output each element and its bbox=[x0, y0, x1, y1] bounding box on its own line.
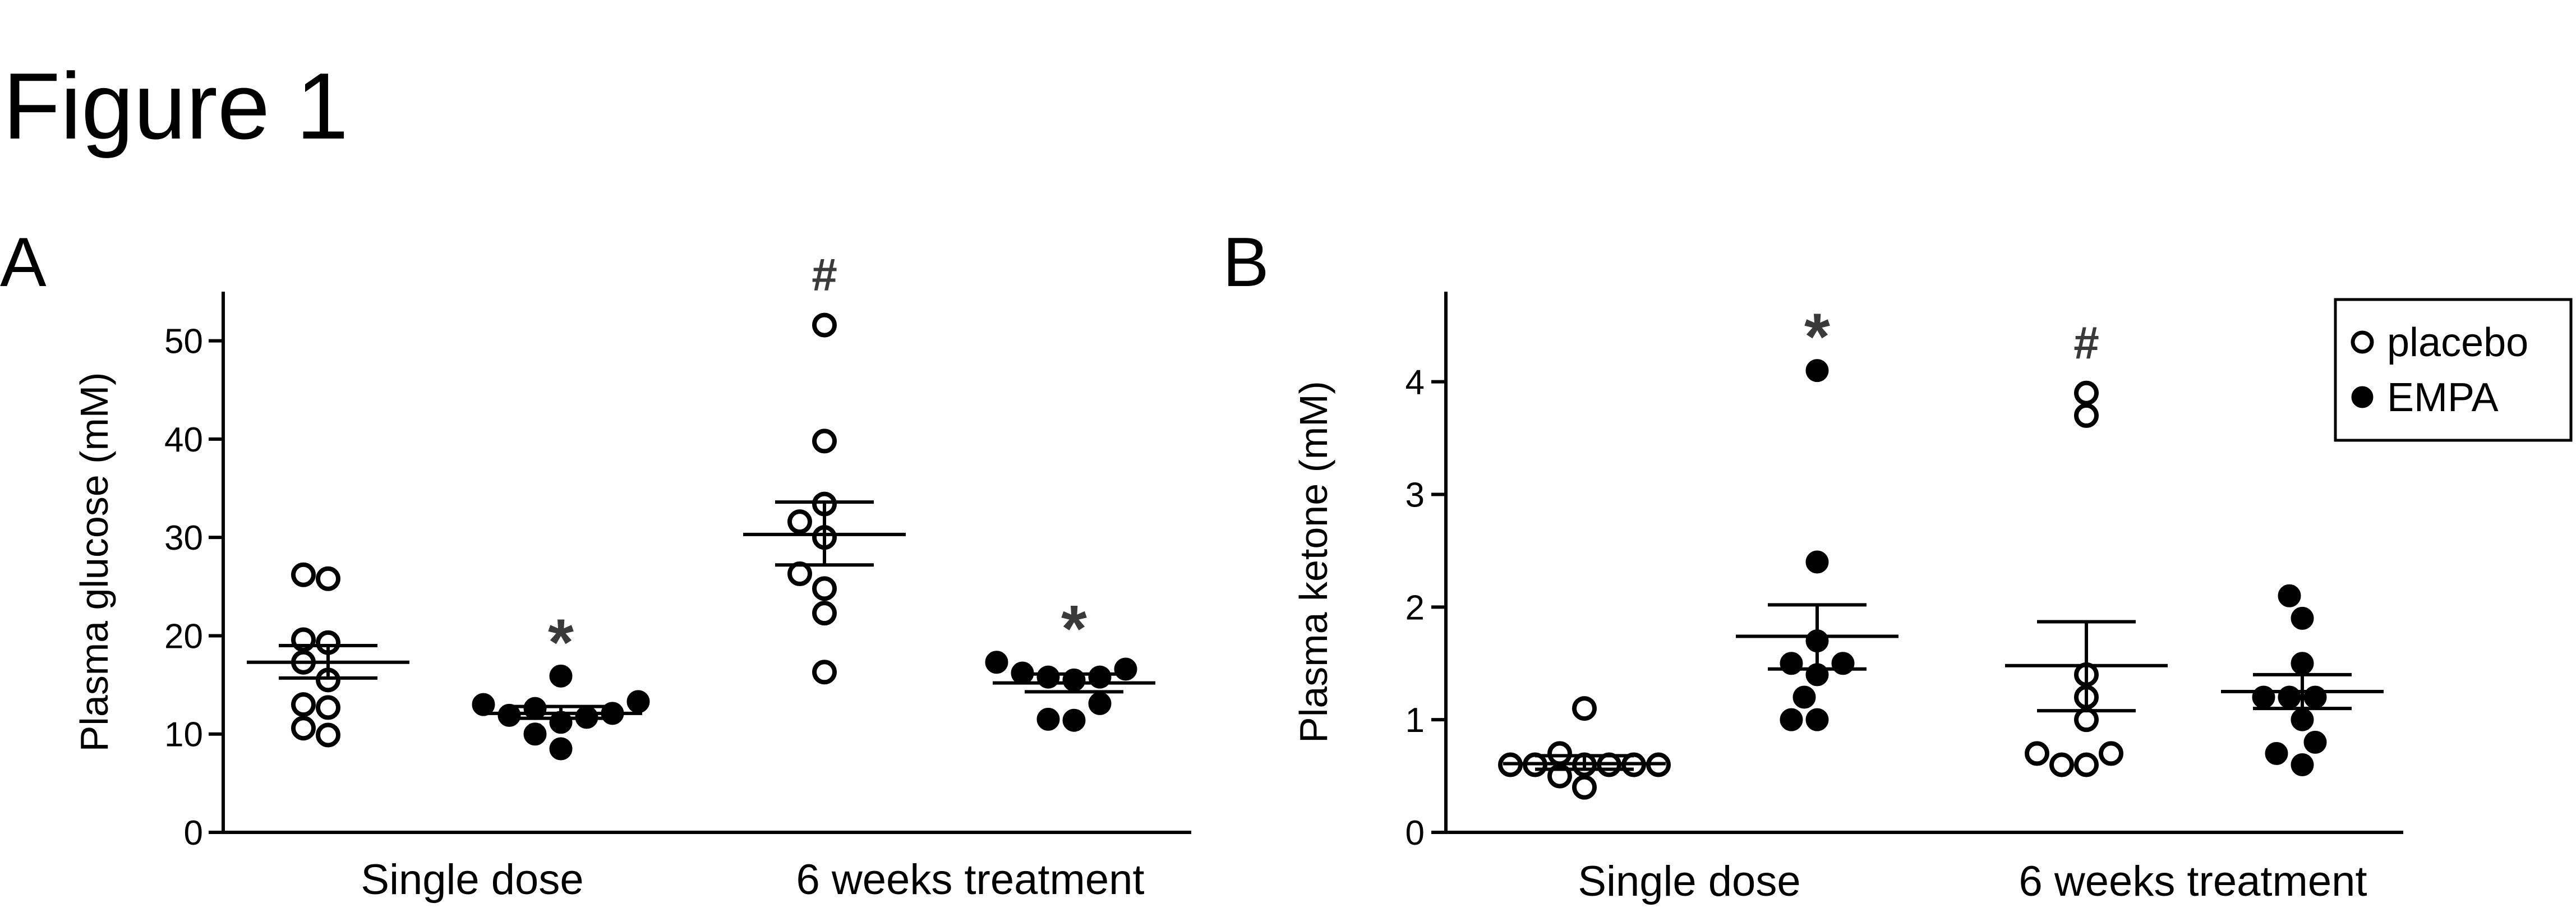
data-point-b-0-placebo bbox=[1572, 775, 1597, 800]
data-point-a-1-empa bbox=[1062, 708, 1086, 732]
data-point-b-0-placebo bbox=[1547, 763, 1572, 789]
data-point-b-1-empa bbox=[2291, 652, 2314, 675]
data-point-b-1-empa bbox=[2278, 584, 2301, 607]
significance-marker-b-0-1: * bbox=[1804, 300, 1830, 374]
data-point-a-0-placebo bbox=[316, 722, 340, 748]
data-point-b-1-placebo bbox=[2074, 380, 2099, 406]
data-point-b-0-empa bbox=[1831, 652, 1855, 675]
data-point-a-0-empa bbox=[472, 693, 495, 716]
legend-label-placebo: placebo bbox=[2387, 320, 2528, 365]
data-point-a-0-placebo bbox=[316, 695, 340, 720]
data-point-b-1-empa bbox=[2291, 708, 2314, 731]
data-point-a-0-empa bbox=[549, 737, 573, 761]
legend-box bbox=[2334, 298, 2573, 442]
y-tick-label-a-0: 0 bbox=[184, 814, 203, 853]
data-point-b-0-empa bbox=[1805, 708, 1829, 731]
data-point-a-1-empa bbox=[1114, 657, 1137, 681]
data-point-b-1-placebo bbox=[2074, 403, 2099, 428]
data-point-a-1-placebo bbox=[787, 509, 812, 535]
y-tick-label-a-50: 50 bbox=[164, 323, 203, 361]
data-point-a-1-empa bbox=[985, 651, 1008, 674]
data-point-a-0-placebo bbox=[316, 566, 340, 591]
panel-label-b: B bbox=[1223, 224, 1269, 301]
y-tick-label-b-1: 1 bbox=[1405, 701, 1425, 740]
significance-marker-a-1-0: # bbox=[812, 250, 837, 301]
data-point-b-1-placebo bbox=[2074, 707, 2099, 733]
data-point-a-1-placebo bbox=[812, 312, 837, 338]
significance-marker-a-1-1: * bbox=[1061, 592, 1087, 666]
data-point-b-1-empa bbox=[2303, 685, 2327, 709]
data-point-b-0-empa bbox=[1780, 708, 1803, 731]
y-tick-label-a-10: 10 bbox=[164, 716, 203, 754]
panel-label-a: A bbox=[0, 224, 47, 301]
data-point-b-1-empa bbox=[2291, 753, 2314, 776]
significance-marker-a-0-1: * bbox=[548, 605, 574, 679]
y-tick-label-a-40: 40 bbox=[164, 421, 203, 459]
panel-b-ketone: B Plasma ketone (mM) 0 1 2 3 4 Single dose * 6 we… bbox=[1223, 224, 2573, 905]
data-point-a-0-empa bbox=[497, 703, 521, 727]
data-point-b-1-empa bbox=[2291, 606, 2314, 630]
data-point-a-0-placebo bbox=[291, 716, 316, 741]
data-point-b-1-placebo bbox=[2099, 741, 2123, 766]
data-point-a-1-empa bbox=[1036, 707, 1060, 731]
data-point-b-1-placebo bbox=[2025, 741, 2049, 766]
data-point-b-1-placebo bbox=[2049, 752, 2074, 777]
y-tick-label-a-30: 30 bbox=[164, 519, 203, 558]
x-category-label-a-0: Single dose bbox=[361, 856, 583, 904]
data-point-b-0-empa bbox=[1805, 359, 1829, 383]
legend-label-empa: EMPA bbox=[2387, 375, 2499, 420]
data-point-b-1-empa bbox=[2303, 730, 2327, 754]
data-point-a-0-placebo bbox=[291, 692, 316, 717]
y-tick-label-b-2: 2 bbox=[1405, 588, 1425, 627]
data-point-a-1-placebo bbox=[812, 576, 837, 601]
data-point-b-1-empa bbox=[2252, 685, 2275, 709]
significance-marker-b-1-0: # bbox=[2073, 317, 2099, 369]
y-tick-label-b-3: 3 bbox=[1405, 476, 1425, 515]
data-point-b-1-placebo bbox=[2074, 752, 2099, 777]
data-point-a-1-placebo bbox=[812, 660, 837, 685]
legend-marker-empa bbox=[2351, 386, 2374, 408]
data-point-b-0-empa bbox=[1805, 550, 1829, 574]
data-point-b-0-placebo bbox=[1572, 696, 1597, 721]
data-point-a-0-empa bbox=[523, 697, 547, 720]
x-category-label-b-0: Single dose bbox=[1578, 858, 1800, 905]
y-tick-label-a-20: 20 bbox=[164, 617, 203, 656]
data-point-b-0-empa bbox=[1792, 685, 1816, 709]
data-point-a-0-placebo bbox=[291, 562, 316, 587]
data-point-a-0-empa bbox=[549, 664, 573, 688]
x-category-label-b-1: 6 weeks treatment bbox=[2019, 858, 2367, 905]
data-point-a-1-empa bbox=[1088, 692, 1112, 715]
panel-a-glucose: A Plasma glucose (mM) 0 10 20 30 40 50 Single do… bbox=[0, 224, 1191, 904]
y-axis-title-b: Plasma ketone (mM) bbox=[1292, 381, 1335, 743]
y-tick-label-b-0: 0 bbox=[1405, 814, 1425, 853]
data-point-a-1-placebo bbox=[812, 429, 837, 454]
data-point-a-1-placebo bbox=[787, 561, 812, 587]
data-point-a-1-placebo bbox=[812, 601, 837, 626]
data-point-a-0-empa bbox=[626, 690, 650, 713]
data-point-b-1-empa bbox=[2265, 741, 2288, 765]
data-point-b-0-placebo bbox=[1547, 741, 1572, 766]
figure-title: Figure 1 bbox=[3, 53, 349, 159]
data-point-b-0-empa bbox=[1780, 652, 1803, 675]
y-axis-title-a: Plasma glucose (mM) bbox=[72, 372, 116, 752]
y-tick-label-b-4: 4 bbox=[1405, 363, 1425, 402]
data-point-a-0-empa bbox=[523, 722, 547, 746]
data-point-b-1-empa bbox=[2278, 685, 2301, 709]
legend-marker-placebo bbox=[2351, 330, 2374, 354]
x-category-label-a-1: 6 weeks treatment bbox=[796, 856, 1145, 904]
